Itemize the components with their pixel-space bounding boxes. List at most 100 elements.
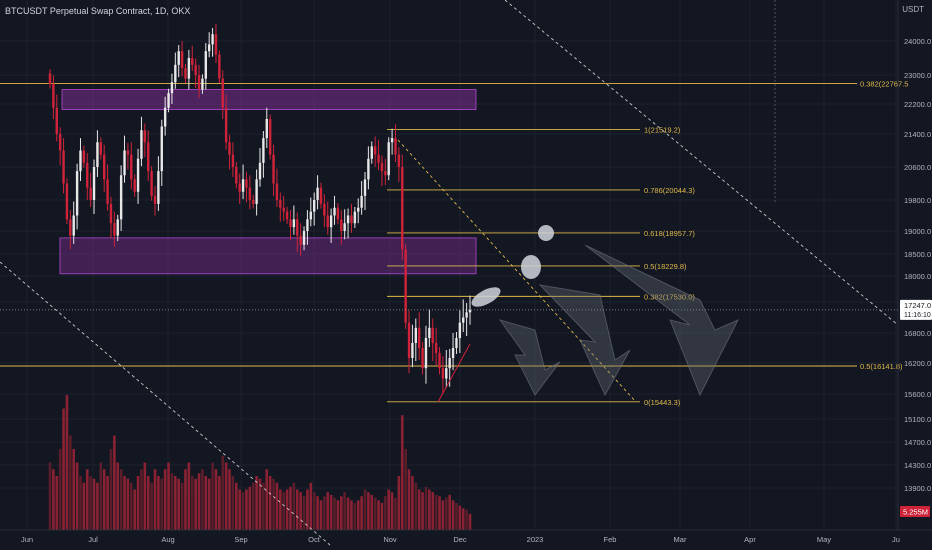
volume-bar-96 (373, 497, 377, 530)
candles (48, 24, 472, 394)
candle-body-107 (411, 343, 414, 358)
candle-body-96 (373, 146, 377, 155)
volume-bar-71 (289, 486, 292, 530)
candle-body-22 (123, 150, 126, 176)
volume-bar-112 (428, 489, 431, 530)
volume-bar-30 (150, 482, 153, 530)
candle-body-119 (451, 348, 455, 358)
candle-body-68 (279, 200, 282, 208)
candle-body-53 (228, 142, 231, 155)
candle-body-111 (424, 338, 428, 369)
volume-bar-109 (417, 489, 421, 530)
volume-bar-39 (180, 482, 184, 530)
zone-upper (61, 89, 477, 111)
volume-bar-69 (282, 492, 286, 530)
volume-bar-77 (309, 482, 313, 530)
rising-support-line (437, 343, 471, 403)
volume-bar-68 (279, 489, 282, 530)
target-ellipse-3 (471, 287, 501, 307)
volume-bar-51 (221, 455, 225, 530)
candle-body-82 (326, 215, 329, 228)
fib-label-1: 0.786(20044.3) (644, 186, 695, 195)
volume-bar-60 (251, 482, 255, 530)
price-tick-14: 14700.0 (904, 438, 931, 447)
candle-body-99 (384, 171, 387, 176)
current-price-box (900, 299, 932, 320)
volume-bar-24 (129, 482, 133, 530)
candle-body-79 (316, 187, 319, 200)
candle-body-51 (221, 78, 224, 108)
time-axis[interactable]: Jun Jul Aug Sep Oct Nov Dec 2023 Feb Mar Apr May Ju (0, 529, 932, 544)
candle-body-110 (421, 348, 424, 369)
volume-bar-38 (177, 478, 181, 530)
volume-bar-27 (140, 469, 143, 530)
volume-bar-89 (350, 500, 353, 530)
candle-body-78 (312, 200, 316, 212)
candle-body-73 (296, 219, 299, 236)
candle-body-31 (153, 195, 157, 204)
volume-bar-16 (102, 469, 106, 530)
candle-body-57 (241, 179, 245, 192)
candle-body-98 (380, 162, 384, 172)
candle-body-21 (119, 175, 123, 220)
target-ellipse-2 (521, 255, 541, 279)
volume-bar-43 (194, 478, 197, 530)
volume-bar-124 (468, 513, 472, 530)
candle-body-30 (150, 171, 153, 196)
candle-body-83 (329, 215, 333, 228)
fib-label-5: 0(15443.3) (644, 398, 681, 407)
volume-bar-105 (404, 449, 407, 530)
candle-body-72 (292, 219, 296, 228)
candle-body-113 (431, 327, 434, 343)
volume-bar-18 (109, 449, 113, 530)
zone-lower (59, 237, 477, 275)
time-tick-8: Feb (604, 535, 617, 544)
candle-body-123 (465, 312, 468, 318)
candle-body-49 (214, 34, 218, 55)
volume-bar-35 (167, 462, 170, 530)
volume-bar-49 (214, 469, 218, 530)
candle-body-1 (52, 84, 55, 108)
volume-bar-119 (451, 500, 455, 530)
candle-body-75 (302, 231, 306, 245)
candle-body-40 (184, 68, 187, 79)
candle-body-56 (238, 183, 241, 192)
candle-body-13 (92, 167, 96, 200)
trend-line-upper (504, 0, 899, 326)
long-level-label-1: 0.5(16141.8) (860, 362, 903, 371)
volume-bar-106 (407, 469, 411, 530)
candle-body-10 (82, 150, 86, 163)
volume-bar-117 (444, 497, 448, 530)
volume-bar-45 (201, 469, 204, 530)
volume-bar-53 (228, 469, 231, 530)
volume-bar-21 (119, 469, 123, 530)
candle-body-42 (191, 58, 194, 65)
volume-bar-17 (106, 476, 109, 530)
volume-bar-80 (319, 500, 323, 530)
candle-body-19 (113, 223, 116, 236)
candle-body-16 (102, 154, 106, 180)
candle-body-9 (79, 150, 82, 172)
volume-bar-65 (268, 476, 272, 530)
volume-bar-120 (455, 503, 458, 530)
volume-bar-83 (329, 494, 333, 530)
candle-body-85 (336, 207, 340, 220)
candle-body-94 (367, 158, 370, 180)
candle-body-35 (167, 93, 170, 108)
volume-bar-100 (387, 489, 391, 530)
candle-body-17 (106, 179, 109, 204)
price-tick-16: 13900.0 (904, 484, 931, 493)
volume-bar-29 (146, 476, 150, 530)
volume-bar-3 (58, 449, 62, 530)
candle-body-24 (130, 154, 133, 180)
volume-bar-12 (89, 476, 92, 530)
candle-body-87 (343, 223, 346, 231)
candle-body-32 (157, 171, 160, 204)
fib-label-4: 0.382(17530.0) (644, 292, 695, 301)
candle-body-18 (109, 203, 113, 224)
volume-bar-114 (434, 494, 438, 530)
candle-body-14 (96, 142, 99, 167)
candle-body-59 (248, 187, 252, 200)
volume-bar-10 (82, 482, 86, 530)
